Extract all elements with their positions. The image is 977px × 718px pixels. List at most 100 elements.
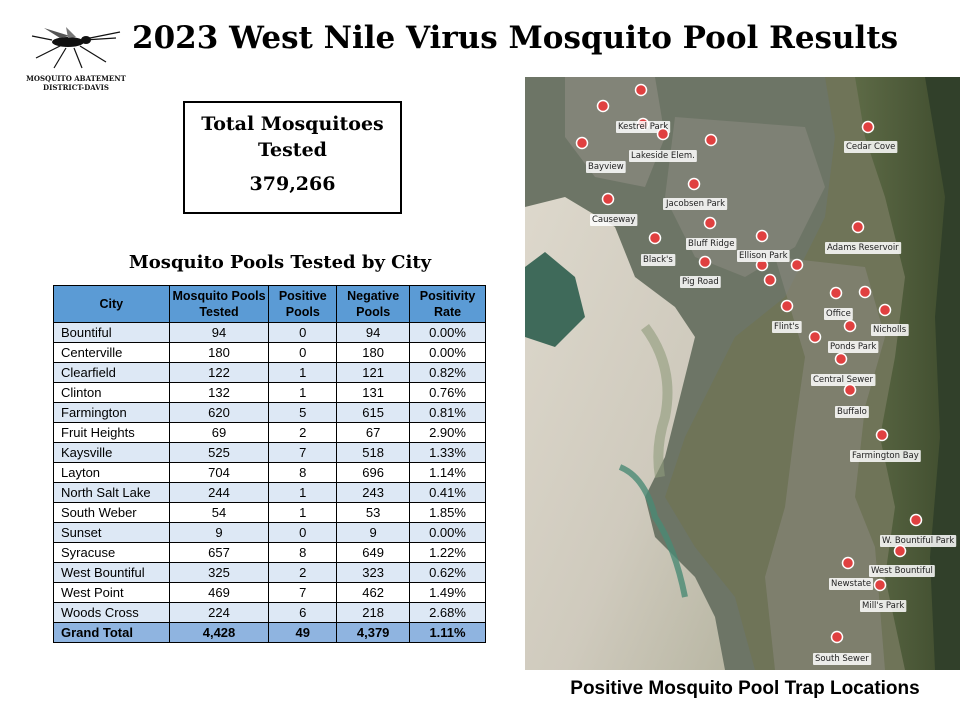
table-cell: 1 [268,502,338,523]
table-cell: 657 [168,542,270,563]
city-name-cell: Centerville [53,342,170,363]
table-cell: 243 [336,482,411,503]
trap-label: Black's [641,254,676,266]
trap-label: Pig Road [680,276,721,288]
trap-marker [851,220,865,234]
trap-label-text: Bluff Ridge [688,239,734,249]
city-name-cell: Farmington [53,402,170,423]
city-name-cell: Bountiful [53,322,170,343]
table-cell: 696 [336,462,411,483]
mosquito-icon [31,27,121,69]
city-name-cell: Layton [53,462,170,483]
table-cell: 2 [268,422,338,443]
city-name-cell: West Bountiful [53,562,170,583]
table-cell: 0.82% [409,362,486,383]
trap-location-map: Kestrel Park Lakeside Elem. Bayview Cedar C… [525,77,960,670]
city-name-cell: North Salt Lake [53,482,170,503]
trap-label: Bayview [586,161,626,173]
trap-label: Cedar Cove [844,141,898,153]
trap-label: Jacobsen Park [663,198,728,210]
table-cell: 0 [268,342,338,363]
district-logo: MOSQUITO ABATEMENT DISTRICT-DAVIS [22,26,130,96]
header-city: City [53,285,170,323]
trap-label-text: Causeway [592,215,635,225]
city-results-table: City Mosquito Pools Tested Positive Pool… [53,285,486,643]
trap-label-text: W. Bountiful Park [882,536,954,546]
trap-label: Nicholls [871,324,909,336]
table-row: Farmington 620 5 615 0.81% [53,402,486,423]
total-cell: 49 [268,622,338,643]
table-cell: 0.00% [409,522,486,543]
table-cell: 1.85% [409,502,486,523]
table-cell: 94 [336,322,411,343]
trap-label-text: Pig Road [682,277,719,287]
trap-label-text: Jacobsen Park [665,199,725,209]
city-name-cell: Woods Cross [53,602,170,623]
table-cell: 1.49% [409,582,486,603]
trap-label-text: Cedar Cove [846,142,895,152]
city-name-cell: Kaysville [53,442,170,463]
trap-marker [878,303,892,317]
trap-marker [704,133,718,147]
table-cell: 53 [336,502,411,523]
trap-label: Farmington Bay [850,450,921,462]
trap-label-text: Newstate [831,579,871,589]
header-positivity-rate: Positivity Rate [409,285,486,323]
trap-label: Ponds Park [828,341,879,353]
trap-marker [808,330,822,344]
city-name-cell: Syracuse [53,542,170,563]
trap-marker [648,231,662,245]
trap-label-text: Mill's Park [862,601,904,611]
trap-marker [829,286,843,300]
table-cell: 1 [268,482,338,503]
trap-label-text: South Sewer [815,654,869,664]
trap-marker [703,216,717,230]
table-cell: 180 [336,342,411,363]
trap-label-text: Nicholls [873,325,907,335]
table-row: Clearfield 122 1 121 0.82% [53,362,486,383]
trap-marker [830,630,844,644]
trap-marker [687,177,701,191]
total-value: 379,266 [249,173,336,195]
trap-marker [834,352,848,366]
table-cell: 0.41% [409,482,486,503]
table-cell: 2 [268,562,338,583]
table-row: Fruit Heights 69 2 67 2.90% [53,422,486,443]
city-name-cell: West Point [53,582,170,603]
trap-label: Flint's [772,321,802,333]
table-row: Centerville 180 0 180 0.00% [53,342,486,363]
trap-marker [698,255,712,269]
table-cell: 218 [336,602,411,623]
table-cell: 0.00% [409,342,486,363]
trap-marker [656,127,670,141]
trap-marker [596,99,610,113]
trap-label: Bluff Ridge [686,238,737,250]
table-cell: 525 [168,442,270,463]
table-cell: 0.00% [409,322,486,343]
table-cell: 649 [336,542,411,563]
table-cell: 244 [168,482,270,503]
trap-label-text: Flint's [774,322,800,332]
trap-marker [763,273,777,287]
table-cell: 0 [268,522,338,543]
trap-marker [858,285,872,299]
total-mosquitoes-box: Total Mosquitoes Tested 379,266 [183,101,402,214]
table-row: South Weber 54 1 53 1.85% [53,502,486,523]
trap-label: Causeway [590,214,638,226]
header-positive-pools: Positive Pools [268,285,338,323]
page-title: 2023 West Nile Virus Mosquito Pool Resul… [132,20,899,56]
trap-label: Central Sewer [811,374,876,386]
trap-label-text: Lakeside Elem. [631,151,695,161]
table-row: Kaysville 525 7 518 1.33% [53,442,486,463]
trap-marker [780,299,794,313]
trap-marker [909,513,923,527]
trap-label: West Bountiful [869,565,935,577]
table-row: North Salt Lake 244 1 243 0.41% [53,482,486,503]
table-title: Mosquito Pools Tested by City [128,252,432,273]
trap-label-text: Ponds Park [830,342,876,352]
table-cell: 0.81% [409,402,486,423]
table-cell: 325 [168,562,270,583]
trap-label: Kestrel Park [616,121,671,133]
total-cell: Grand Total [53,622,170,643]
trap-marker [841,556,855,570]
